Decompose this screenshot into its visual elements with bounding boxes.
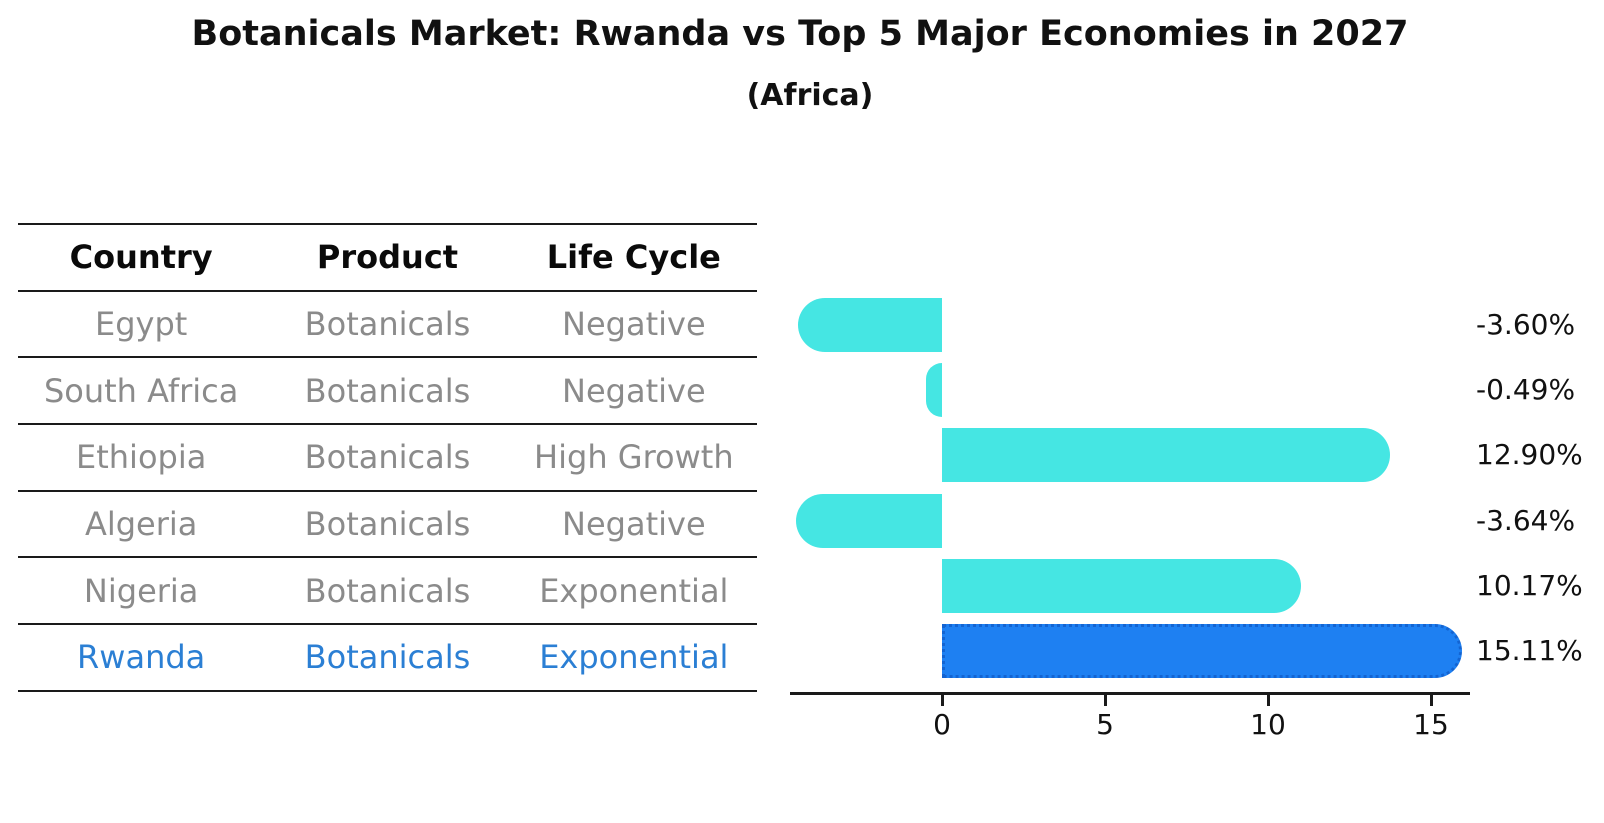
bar-egypt xyxy=(797,298,942,352)
table-row: Ethiopia Botanicals High Growth xyxy=(18,425,757,492)
cell-product: Botanicals xyxy=(304,438,471,477)
x-tick-label: 0 xyxy=(933,708,951,741)
cell-lifecycle: Negative xyxy=(562,505,706,544)
cell-country: Algeria xyxy=(84,505,198,544)
column-header-product: Product xyxy=(316,238,459,277)
value-label: -3.64% xyxy=(1476,503,1576,537)
bar-south-africa xyxy=(926,363,942,418)
value-label: 12.90% xyxy=(1476,438,1583,472)
table-row: South Africa Botanicals Negative xyxy=(18,358,757,426)
column-header-country: Country xyxy=(69,238,213,277)
cell-country: Nigeria xyxy=(83,571,199,610)
bar-ethiopia xyxy=(942,428,1390,483)
cell-lifecycle: High Growth xyxy=(534,438,734,477)
table-row: Nigeria Botanicals Exponential xyxy=(18,558,757,626)
cell-product: Botanicals xyxy=(304,371,471,410)
cell-country: Ethiopia xyxy=(76,438,207,477)
cell-lifecycle: Exponential xyxy=(539,571,729,610)
value-label: -0.49% xyxy=(1476,373,1576,407)
cell-product: Botanicals xyxy=(304,305,471,344)
x-tick-label: 5 xyxy=(1096,708,1114,741)
column-header-lifecycle: Life Cycle xyxy=(546,238,721,277)
x-tick-mark xyxy=(1266,695,1270,706)
cell-country: Rwanda xyxy=(77,638,206,677)
x-tick-label: 10 xyxy=(1250,708,1286,741)
bar-nigeria xyxy=(942,558,1301,613)
cell-lifecycle: Negative xyxy=(562,371,706,410)
chart-subtitle: (Africa) xyxy=(746,78,874,113)
x-tick-label: 15 xyxy=(1413,708,1449,741)
x-tick-mark xyxy=(940,695,944,706)
x-tick-mark xyxy=(1103,695,1107,706)
cell-country: South Africa xyxy=(43,371,239,410)
table-row: Rwanda Botanicals Exponential xyxy=(18,625,757,692)
value-label: -3.60% xyxy=(1476,308,1576,341)
table-row: Algeria Botanicals Negative xyxy=(18,492,757,559)
table-header-row: Country Product Life Cycle xyxy=(18,225,757,292)
country-table: Country Product Life Cycle Egypt Botanic… xyxy=(18,223,757,692)
cell-country: Egypt xyxy=(95,305,188,344)
chart-title: Botanicals Market: Rwanda vs Top 5 Major… xyxy=(191,14,1409,54)
bar-algeria xyxy=(796,493,942,548)
cell-product: Botanicals xyxy=(304,571,471,610)
bar-rwanda-highlight xyxy=(942,624,1462,678)
cell-product: Botanicals xyxy=(304,505,471,544)
cell-product: Botanicals xyxy=(304,638,471,677)
table-body: Egypt Botanicals Negative South Africa B… xyxy=(18,292,757,692)
x-tick-mark xyxy=(1429,695,1433,706)
table-row: Egypt Botanicals Negative xyxy=(18,292,757,359)
value-label: 15.11% xyxy=(1476,634,1583,667)
cell-lifecycle: Negative xyxy=(562,305,706,344)
cell-lifecycle: Exponential xyxy=(539,638,729,677)
x-axis-line xyxy=(790,692,1470,695)
value-label: 10.17% xyxy=(1476,568,1583,602)
